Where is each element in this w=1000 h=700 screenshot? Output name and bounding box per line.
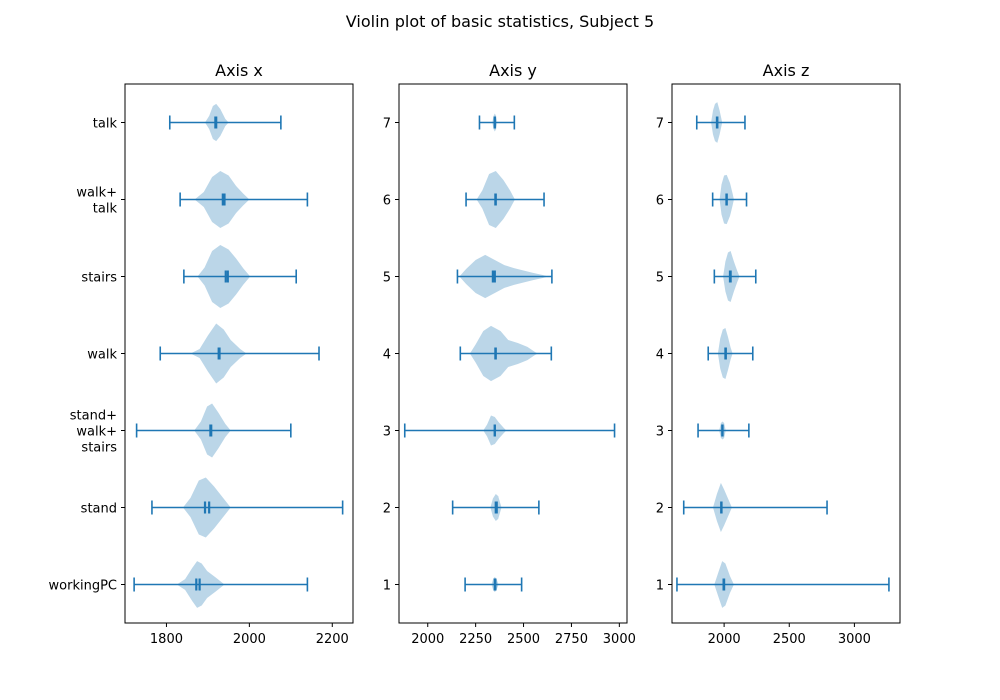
panel-title: Axis x [215, 61, 263, 80]
y-tick-label: 3 [656, 425, 664, 440]
x-tick-label: 2750 [555, 632, 588, 647]
y-tick-label-line: stairs [81, 271, 117, 286]
y-tick-label-line: 2 [656, 502, 664, 517]
y-tick-label: walk [87, 348, 117, 363]
y-tick-label: stand [81, 502, 117, 517]
y-tick-label-line: 2 [383, 502, 391, 517]
y-tick-label-line: 1 [383, 579, 391, 594]
x-tick-label: 1800 [150, 632, 183, 647]
y-tick-label: 7 [656, 117, 664, 132]
y-tick-label-line: 7 [383, 117, 391, 132]
x-tick-label: 3000 [603, 632, 636, 647]
x-tick-label: 2000 [233, 632, 266, 647]
y-tick-label: 2 [383, 502, 391, 517]
axes-panel-2: Axis y 2000 2250 2500 2750 3000 1 2 3 4 5 6 7 [383, 61, 636, 647]
panel-title: Axis y [489, 61, 537, 80]
y-tick-label-line: walk [87, 348, 117, 363]
y-tick-label: 6 [656, 194, 664, 209]
y-tick-label-line: stand [81, 502, 117, 517]
y-tick-label: 4 [383, 348, 391, 363]
y-tick-label-line: 1 [656, 579, 664, 594]
y-tick-label: 2 [656, 502, 664, 517]
y-tick-label-line: 5 [656, 271, 664, 286]
y-tick-label-line: 4 [383, 348, 391, 363]
y-tick-label-line: walk+ [76, 425, 117, 440]
x-tick-label: 2500 [773, 632, 806, 647]
axes-frame [671, 83, 901, 624]
y-tick-label: 4 [656, 348, 664, 363]
y-tick-label: workingPC [49, 579, 117, 594]
y-tick-label: walk+ talk [76, 186, 117, 217]
y-tick-label: 1 [656, 579, 664, 594]
y-tick-label: 5 [383, 271, 391, 286]
y-tick-label-line: 6 [383, 194, 391, 209]
x-tick-label: 2000 [411, 632, 444, 647]
y-tick-label-line: 4 [656, 348, 664, 363]
y-tick-label: stand+ walk+ stairs [70, 409, 117, 456]
y-tick-label-line: workingPC [49, 579, 117, 594]
y-tick-label: 7 [383, 117, 391, 132]
y-tick-label-line: 6 [656, 194, 664, 209]
y-tick-label: stairs [81, 271, 117, 286]
y-tick-label-line: 3 [656, 425, 664, 440]
y-tick-label-line: stairs [81, 441, 117, 456]
x-tick-label: 2200 [316, 632, 349, 647]
x-tick-label: 2000 [708, 632, 741, 647]
y-tick-label-line: 7 [656, 117, 664, 132]
y-tick-label: 6 [383, 194, 391, 209]
y-tick-label-line: talk [93, 117, 118, 132]
y-tick-label-line: 5 [383, 271, 391, 286]
y-tick-label: 1 [383, 579, 391, 594]
y-tick-label: 3 [383, 425, 391, 440]
y-tick-label-line: talk [93, 202, 118, 217]
panel-title: Axis z [763, 61, 810, 80]
figure-title: Violin plot of basic statistics, Subject… [345, 12, 655, 31]
y-tick-label: 5 [656, 271, 664, 286]
x-tick-label: 2250 [459, 632, 492, 647]
x-tick-label: 2500 [507, 632, 540, 647]
y-tick-label-line: 3 [383, 425, 391, 440]
y-tick-label: talk [93, 117, 118, 132]
y-tick-label-line: stand+ [70, 409, 117, 424]
y-tick-label-line: walk+ [76, 186, 117, 201]
axes-panel-3: Axis z 2000 2500 3000 1 2 3 4 5 6 7 [656, 61, 901, 647]
x-tick-label: 3000 [838, 632, 871, 647]
